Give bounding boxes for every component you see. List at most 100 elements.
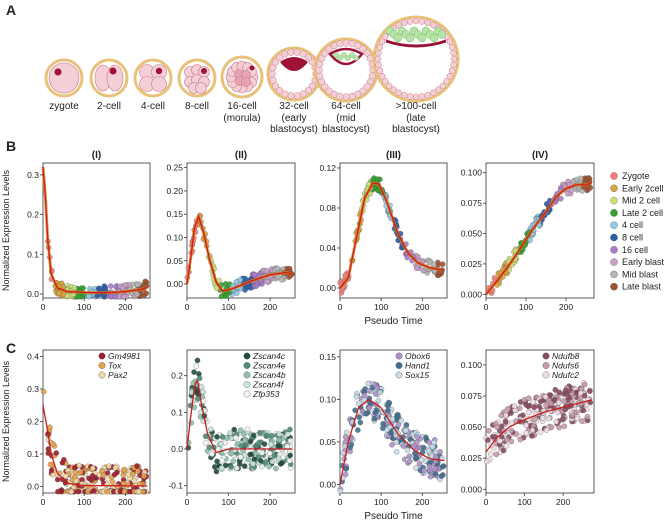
legend-marker xyxy=(98,362,106,369)
data-point xyxy=(134,291,140,298)
data-point xyxy=(203,440,209,446)
data-point xyxy=(398,417,405,424)
scatter-points xyxy=(483,380,594,465)
data-point xyxy=(493,451,500,458)
data-point xyxy=(131,477,138,484)
y-tick-label: 0.1 xyxy=(171,407,183,417)
legend-marker xyxy=(610,172,618,180)
chart-B-I: 0 100 200 0.0 0.1 0.2 0.3 (I) Normalized Express… xyxy=(1,150,151,312)
x-tick-label: 0 xyxy=(185,497,190,507)
data-point xyxy=(208,426,214,432)
trophectoderm-cell xyxy=(281,90,289,98)
data-point xyxy=(218,441,224,447)
data-point xyxy=(228,450,234,457)
legend-label: Late 2 cell xyxy=(622,208,663,218)
y-tick-label: 0.3 xyxy=(27,170,39,180)
data-point xyxy=(497,438,503,444)
x-axis-label: Pseudo Time xyxy=(364,316,423,327)
data-point xyxy=(555,399,562,406)
data-point xyxy=(413,465,419,471)
trophectoderm-cell xyxy=(382,78,389,85)
trophectoderm-cell xyxy=(443,78,450,85)
y-tick-label: 0.15 xyxy=(319,352,336,362)
data-point xyxy=(508,438,515,445)
data-point xyxy=(45,450,52,456)
data-point xyxy=(258,457,264,464)
legend-label: Ndufb8 xyxy=(552,351,580,361)
stage-label: 4-cell xyxy=(141,101,165,112)
data-point xyxy=(579,418,585,424)
data-point xyxy=(237,454,244,461)
trophectoderm-cell xyxy=(366,78,374,86)
y-tick-label: 0.10 xyxy=(319,394,336,404)
data-point xyxy=(107,283,114,289)
data-point xyxy=(247,451,253,458)
data-point xyxy=(437,449,443,455)
data-point xyxy=(558,195,564,202)
data-point xyxy=(353,393,360,400)
y-tick-label: 0.075 xyxy=(461,198,483,208)
data-point xyxy=(143,290,150,297)
data-point xyxy=(426,439,432,446)
epiblast-cell xyxy=(417,33,427,43)
trophectoderm-cell xyxy=(304,53,312,61)
legend-label: 16 cell xyxy=(622,245,648,255)
data-point xyxy=(58,488,64,495)
y-tick-label: 0.2 xyxy=(27,210,39,220)
trophectoderm-cell xyxy=(424,19,431,27)
panel-c: C xyxy=(0,338,666,526)
legend-marker xyxy=(243,381,251,388)
plot-frame xyxy=(339,349,448,494)
trophectoderm-cell xyxy=(304,87,312,95)
pronucleus xyxy=(109,67,117,75)
data-point xyxy=(343,465,350,471)
data-point xyxy=(231,426,237,433)
data-point xyxy=(366,404,373,411)
plot-frame xyxy=(186,162,296,299)
trophectoderm-cell xyxy=(325,45,333,53)
data-point xyxy=(395,422,402,428)
data-point xyxy=(484,458,490,465)
data-point xyxy=(264,432,270,439)
legend-label: Ndufc2 xyxy=(552,370,579,380)
data-point xyxy=(407,458,413,465)
trophectoderm-cell xyxy=(395,89,402,97)
data-point xyxy=(426,259,433,266)
trend-line xyxy=(485,181,592,295)
data-point xyxy=(342,471,349,478)
y-tick-label: 0.04 xyxy=(319,243,336,253)
epiblast-cell xyxy=(341,52,347,58)
y-tick-label: 0.15 xyxy=(166,209,183,219)
blastomere xyxy=(151,76,167,92)
data-point xyxy=(114,469,120,476)
scatter-points xyxy=(185,357,294,475)
data-point xyxy=(564,391,570,398)
data-point xyxy=(62,473,69,480)
data-point xyxy=(218,465,225,471)
epiblast-cell xyxy=(393,33,403,43)
legend-marker xyxy=(610,246,618,254)
data-point xyxy=(222,462,229,469)
data-point xyxy=(141,473,147,479)
legend-marker xyxy=(243,371,251,379)
data-point xyxy=(421,467,427,474)
panel-label-a: A xyxy=(6,2,17,18)
data-point xyxy=(245,456,252,463)
data-point xyxy=(276,437,282,443)
legend-marker xyxy=(395,352,403,360)
data-point xyxy=(286,458,293,464)
trophectoderm-cell xyxy=(448,67,456,74)
data-point xyxy=(237,276,244,283)
y-tick-label: 0.025 xyxy=(461,259,483,269)
y-tick-label: 0.100 xyxy=(461,360,483,370)
chart-title: (III) xyxy=(386,150,401,161)
stage-sublabel: blastocyst) xyxy=(322,124,370,135)
data-point xyxy=(100,472,107,479)
data-point xyxy=(561,423,568,430)
data-point xyxy=(523,430,529,436)
data-point xyxy=(413,439,420,446)
data-point xyxy=(214,458,220,465)
data-point xyxy=(564,190,571,197)
stage-sublabel: (early xyxy=(281,113,306,124)
